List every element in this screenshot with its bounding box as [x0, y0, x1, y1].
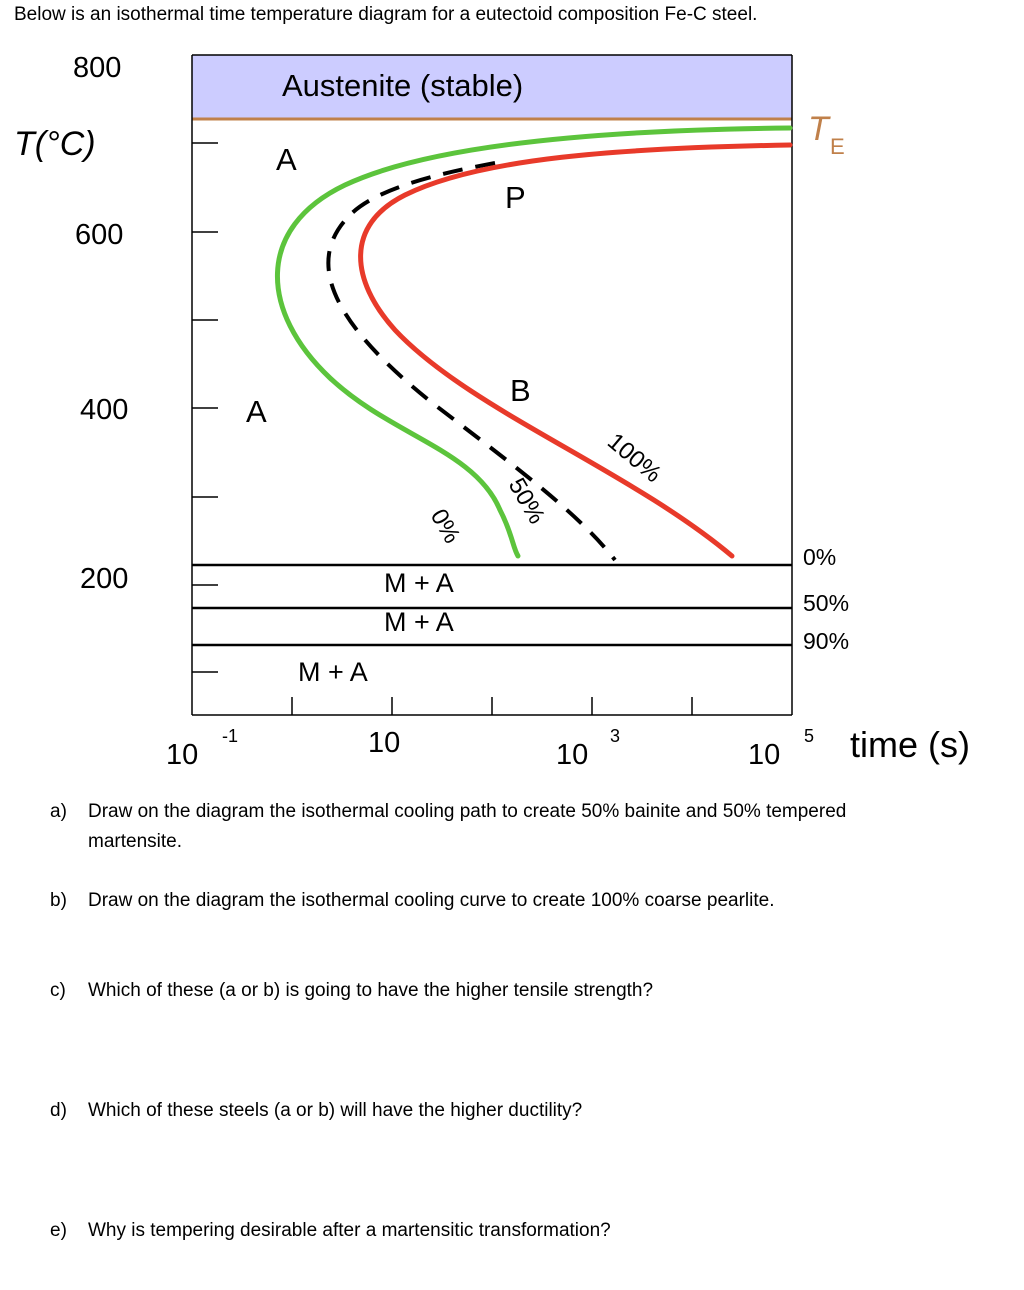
question-d-text: Which of these steels (a or b) will have…	[88, 1100, 583, 1121]
x-tick-exponent-3: 3	[610, 726, 620, 746]
x-tick-exponent-1: -1	[222, 726, 238, 746]
y-tick-label-200: 200	[80, 563, 128, 595]
finish-curve-label: 100%	[602, 428, 666, 488]
x-axis-title: time (s)	[850, 724, 970, 765]
question-a-text: Draw on the diagram the isothermal cooli…	[88, 801, 847, 822]
austenite-region	[192, 55, 792, 119]
question-a-continuation: martensite.	[88, 831, 182, 852]
question-a: a) Draw on the diagram the isothermal coo…	[50, 797, 990, 857]
eutectoid-subscript: E	[830, 134, 845, 159]
question-e-text: Why is tempering desirable after a marte…	[88, 1220, 611, 1241]
austenite-upper-label: A	[276, 142, 297, 177]
y-tick-label-800: 800	[73, 52, 121, 84]
pearlite-label: P	[505, 180, 526, 215]
question-c-text: Which of these (a or b) is going to have…	[88, 980, 654, 1001]
start-curve-label: 0%	[425, 505, 466, 549]
martensite-label-50: 50%	[803, 590, 849, 616]
x-tick-base-1: 10	[166, 739, 198, 771]
y-ticks	[192, 142, 218, 673]
martensite-label-0: 0%	[803, 544, 836, 570]
question-b-label: b)	[50, 890, 67, 911]
x-tick-base-2: 10	[368, 727, 400, 759]
x-tick-base-3: 10	[556, 739, 588, 771]
martensite-label-90: 90%	[803, 628, 849, 654]
question-d-label: d)	[50, 1100, 67, 1121]
question-b-text: Draw on the diagram the isothermal cooli…	[88, 890, 775, 911]
question-e: e) Why is tempering desirable after a mar…	[50, 1216, 990, 1246]
austenite-lower-label: A	[246, 394, 267, 429]
ma-label-2: M + A	[384, 607, 454, 637]
x-tick-exponent-5: 5	[804, 726, 814, 746]
half-curve-label: 50%	[503, 474, 550, 529]
half-curve	[326, 161, 617, 562]
question-b: b) Draw on the diagram the isothermal coo…	[50, 886, 990, 916]
ttt-diagram: T(°C) 800 600 400 200 10 -1 10 10 3 10 5…	[14, 52, 970, 771]
question-a-label: a)	[50, 801, 67, 822]
austenite-stable-label: Austenite (stable)	[282, 68, 523, 103]
bainite-label: B	[510, 373, 531, 408]
question-e-label: e)	[50, 1220, 67, 1241]
finish-curve	[358, 142, 793, 559]
question-c-label: c)	[50, 980, 66, 1001]
ma-label-1: M + A	[384, 568, 454, 598]
intro-text: Below is an isothermal time temperature …	[14, 4, 758, 25]
ma-label-3: M + A	[298, 657, 368, 687]
eutectoid-label: T	[808, 110, 831, 148]
question-d: d) Which of these steels (a or b) will ha…	[50, 1096, 990, 1126]
x-tick-base-5: 10	[748, 739, 780, 771]
question-c: c) Which of these (a or b) is going to ha…	[50, 976, 990, 1006]
y-tick-label-400: 400	[80, 394, 128, 426]
x-ticks	[291, 697, 693, 715]
y-axis-title: T(°C)	[14, 125, 96, 163]
y-tick-label-600: 600	[75, 219, 123, 251]
start-curve	[274, 125, 793, 559]
